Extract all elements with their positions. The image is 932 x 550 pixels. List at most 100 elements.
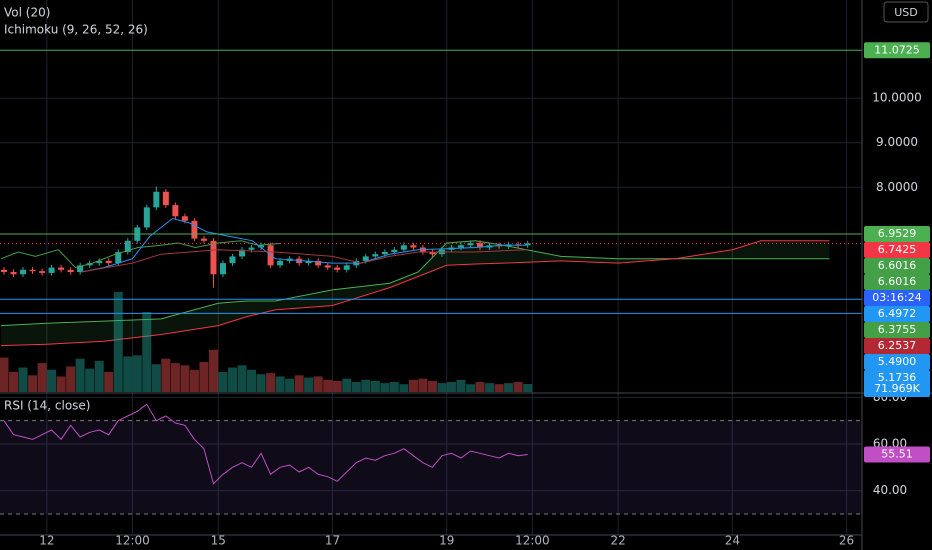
volume-bar bbox=[189, 369, 199, 392]
cloud bbox=[1, 240, 830, 346]
price-label-bg bbox=[864, 354, 930, 371]
candle-body bbox=[477, 243, 484, 248]
volume-bar bbox=[475, 382, 485, 392]
volume-bar bbox=[266, 373, 276, 392]
price-label: 6.3755 bbox=[878, 323, 917, 336]
candle-body bbox=[162, 191, 169, 206]
candle-body bbox=[20, 269, 27, 275]
volume-bar bbox=[113, 292, 123, 392]
price-label: 5.1736 bbox=[878, 371, 917, 384]
volume-bar bbox=[332, 380, 342, 392]
volume-bar bbox=[218, 372, 228, 392]
volume-bar bbox=[399, 384, 409, 392]
candle-body bbox=[29, 269, 36, 272]
candle-body bbox=[143, 207, 150, 228]
candle-body bbox=[248, 247, 255, 250]
y-tick-label: 8.0000 bbox=[876, 180, 918, 194]
candle-body bbox=[115, 251, 122, 264]
rsi-band bbox=[0, 420, 862, 514]
volume-bar bbox=[380, 383, 390, 392]
rsi-label: 55.51 bbox=[881, 447, 913, 460]
y-tick-label: 10.0000 bbox=[872, 91, 922, 105]
volume-bar bbox=[199, 362, 209, 392]
candle-body bbox=[58, 267, 65, 270]
candle-body bbox=[400, 245, 407, 250]
volume-bar bbox=[466, 384, 476, 392]
x-tick-label: 15 bbox=[211, 534, 226, 548]
currency-badge[interactable] bbox=[883, 1, 929, 23]
rsi-title: RSI (14, close) bbox=[4, 399, 90, 413]
candle-body bbox=[0, 269, 7, 273]
volume-bar bbox=[227, 367, 237, 392]
candle-body bbox=[229, 256, 236, 264]
candle-body bbox=[429, 251, 436, 255]
volume-bar bbox=[161, 358, 171, 392]
price-label-bg bbox=[864, 290, 930, 307]
x-tick-label: 24 bbox=[725, 534, 740, 548]
volume-bar bbox=[37, 363, 47, 392]
volume-bar bbox=[170, 363, 180, 392]
candle-body bbox=[467, 243, 474, 246]
candle-body bbox=[343, 265, 350, 270]
candle-body bbox=[10, 272, 17, 275]
rsi-label-bg bbox=[864, 446, 930, 463]
volume-bar bbox=[304, 377, 314, 392]
volume-bar bbox=[256, 374, 266, 392]
volume-bar bbox=[285, 378, 295, 392]
price-label: 6.2537 bbox=[878, 339, 917, 352]
price-label: 03:16:24 bbox=[872, 291, 921, 304]
currency[interactable]: USD bbox=[894, 6, 918, 19]
price-label: 71.969K bbox=[874, 382, 920, 395]
volume-bar bbox=[237, 365, 247, 392]
volume-bar bbox=[523, 384, 533, 392]
volume-bar bbox=[247, 369, 257, 392]
volume-bar bbox=[56, 376, 66, 392]
candle-body bbox=[67, 269, 74, 273]
volume-bar bbox=[208, 349, 218, 392]
volume-bar bbox=[94, 360, 104, 392]
price-label-bg bbox=[864, 381, 930, 397]
candle-body bbox=[172, 205, 179, 217]
candle-body bbox=[391, 249, 398, 252]
candle-body bbox=[381, 251, 388, 255]
volume-bar bbox=[18, 367, 28, 392]
price-label-bg bbox=[864, 42, 930, 59]
grid bbox=[0, 0, 862, 535]
volume-bar bbox=[85, 368, 95, 392]
price-label: 6.9529 bbox=[878, 227, 917, 240]
candle-body bbox=[96, 260, 103, 264]
volume-bar bbox=[66, 366, 76, 392]
candle-body bbox=[324, 265, 331, 268]
volume-bar bbox=[446, 382, 456, 392]
y-tick-label: 9.0000 bbox=[876, 135, 918, 149]
volume-bar bbox=[427, 380, 437, 392]
volume-bar bbox=[180, 365, 190, 392]
ichimoku-line bbox=[81, 217, 527, 273]
volume-bar bbox=[75, 358, 85, 392]
x-tick-label: 22 bbox=[610, 534, 625, 548]
candle-body bbox=[258, 245, 265, 248]
volume-bar bbox=[132, 355, 142, 392]
x-tick-label: 17 bbox=[325, 534, 340, 548]
y-tick-label: 40.00 bbox=[873, 483, 907, 497]
volume-bar bbox=[342, 378, 352, 392]
span-b bbox=[1, 240, 830, 347]
candle-body bbox=[334, 267, 341, 270]
ichimoku-title: Ichimoku (9, 26, 52, 26) bbox=[4, 23, 148, 37]
volume-bar bbox=[494, 384, 504, 392]
plot bbox=[0, 49, 862, 515]
rsi-line bbox=[3, 403, 528, 485]
volume-bar bbox=[294, 375, 304, 392]
volume-bar bbox=[275, 376, 285, 392]
candle-body bbox=[181, 216, 188, 221]
volume-bar bbox=[0, 357, 9, 392]
volume-title: Vol (20) bbox=[4, 6, 50, 20]
candle-body bbox=[305, 260, 312, 264]
volume-bar bbox=[123, 356, 133, 392]
price-label-bg bbox=[864, 242, 930, 259]
candle-body bbox=[277, 260, 284, 266]
price-label: 6.7425 bbox=[878, 243, 917, 256]
price-label-bg bbox=[864, 274, 930, 291]
